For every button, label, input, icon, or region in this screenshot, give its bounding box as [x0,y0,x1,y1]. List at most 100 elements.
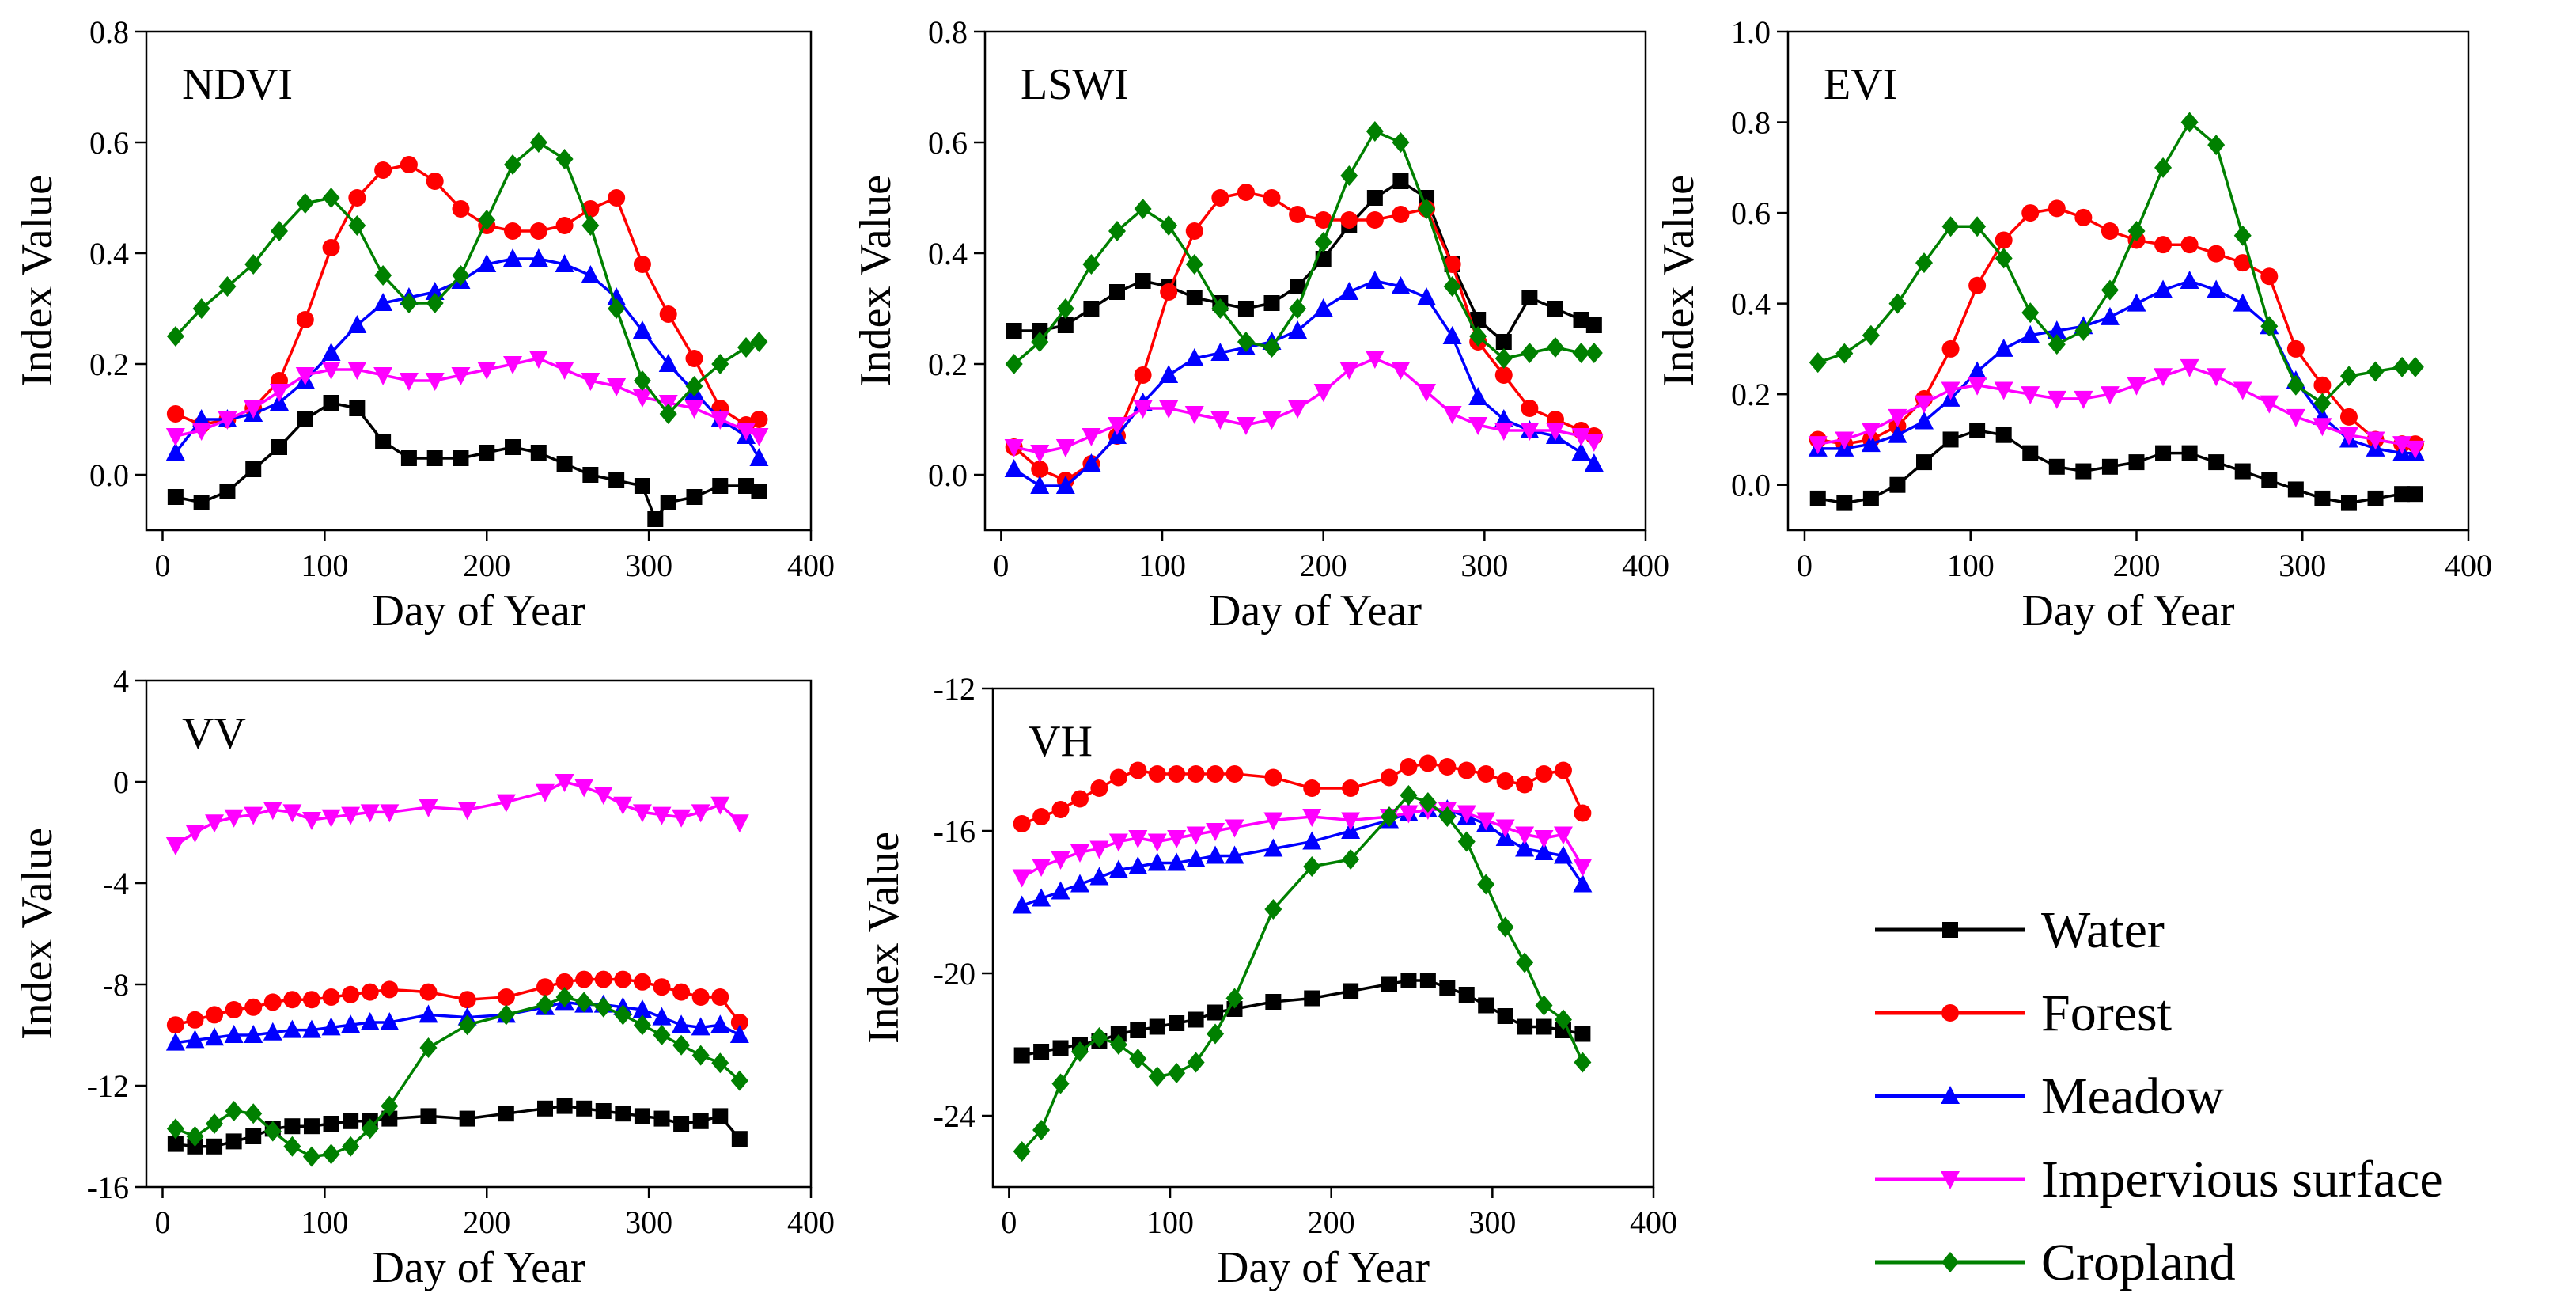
data-point [503,248,523,267]
data-point [1030,476,1050,494]
series-impervious-surface [1808,358,2425,459]
data-point [2181,445,2198,461]
data-point [504,222,522,240]
data-point [1458,987,1475,1003]
data-point [322,239,340,256]
panel-title: VV [182,709,246,758]
data-point [1052,1040,1069,1056]
data-point [1032,1120,1051,1140]
data-point [1211,189,1229,207]
data-point [1888,424,1907,443]
data-point [614,970,632,988]
data-point [380,1012,400,1030]
data-point [1129,1049,1147,1069]
data-point [1313,384,1333,402]
data-point [360,1012,380,1030]
data-point [1584,453,1604,472]
data-point [1554,1009,1572,1030]
data-point [632,804,652,823]
data-point [361,983,379,1001]
y-tick-label: 0.8 [1731,105,1771,141]
data-point [1264,768,1282,787]
data-point [426,450,443,466]
data-point [1861,423,1881,441]
data-point [1303,856,1321,877]
data-point [1942,431,1959,448]
data-point [710,411,730,430]
x-tick-label: 100 [301,1204,348,1240]
data-point [2048,334,2066,355]
plot-frame [145,30,813,532]
data-point [301,812,321,830]
data-point [191,423,211,441]
x-tick-label: 200 [1300,548,1347,583]
data-point [536,783,555,802]
data-point [1916,454,1932,471]
x-tick-label: 0 [993,548,1009,583]
data-point [1534,830,1554,848]
data-point [2393,356,2411,377]
data-point [1187,765,1205,783]
legend-label: Meadow [2041,1068,2224,1125]
plot-frame [983,30,1647,532]
data-point [1443,276,1461,297]
data-point [263,1022,282,1041]
data-point [426,293,444,313]
data-point [1573,859,1593,877]
data-point [2048,458,2065,475]
data-point [685,350,703,367]
y-tick-label: 0 [113,764,129,800]
data-point [425,373,445,391]
data-point [2048,199,2066,218]
data-point [555,774,574,792]
data-point [373,367,393,385]
data-point [2127,221,2146,241]
data-point [1128,856,1148,874]
data-point [1495,334,1512,350]
data-point [1314,232,1332,252]
data-point [686,489,703,505]
data-point [633,256,651,273]
data-point [712,1108,729,1124]
data-point [1573,312,1589,328]
data-point [1186,849,1206,867]
y-tick-label: -4 [103,866,129,901]
data-point [749,428,769,446]
data-point [574,779,594,798]
data-point [1184,348,1204,366]
x-tick-label: 100 [1947,548,1995,583]
data-point [1888,408,1907,427]
data-point [2180,236,2199,254]
data-point [711,1052,729,1074]
data-point [608,472,625,488]
x-tick-label: 200 [463,1204,510,1240]
data-point [2101,279,2119,301]
data-point [594,970,612,988]
data-point [2233,293,2252,312]
panel-vh: 0 100 200 300 400 -24 -20 -16 -12 Day of Year Inde… [859,671,1677,1292]
data-point [341,1014,361,1033]
data-point [1340,211,1358,229]
data-point [270,384,289,402]
data-point [555,149,574,169]
data-point [555,362,574,380]
data-point [2100,306,2120,325]
y-tick-label: 0.0 [1731,468,1771,503]
data-point [672,1014,691,1033]
data-point [2314,490,2331,506]
data-point [685,376,703,396]
data-point [1391,362,1411,380]
data-point [166,1016,184,1034]
data-point [1941,381,1960,400]
data-point [1419,792,1437,813]
data-point [691,1045,710,1066]
data-point [730,1014,748,1031]
data-point [1585,317,1602,333]
data-point [1457,761,1476,779]
data-point [186,1011,204,1029]
data-point [1210,411,1230,430]
data-point [2367,490,2384,506]
data-point [361,1118,379,1140]
data-point [1225,988,1244,1009]
data-point [1365,271,1385,289]
